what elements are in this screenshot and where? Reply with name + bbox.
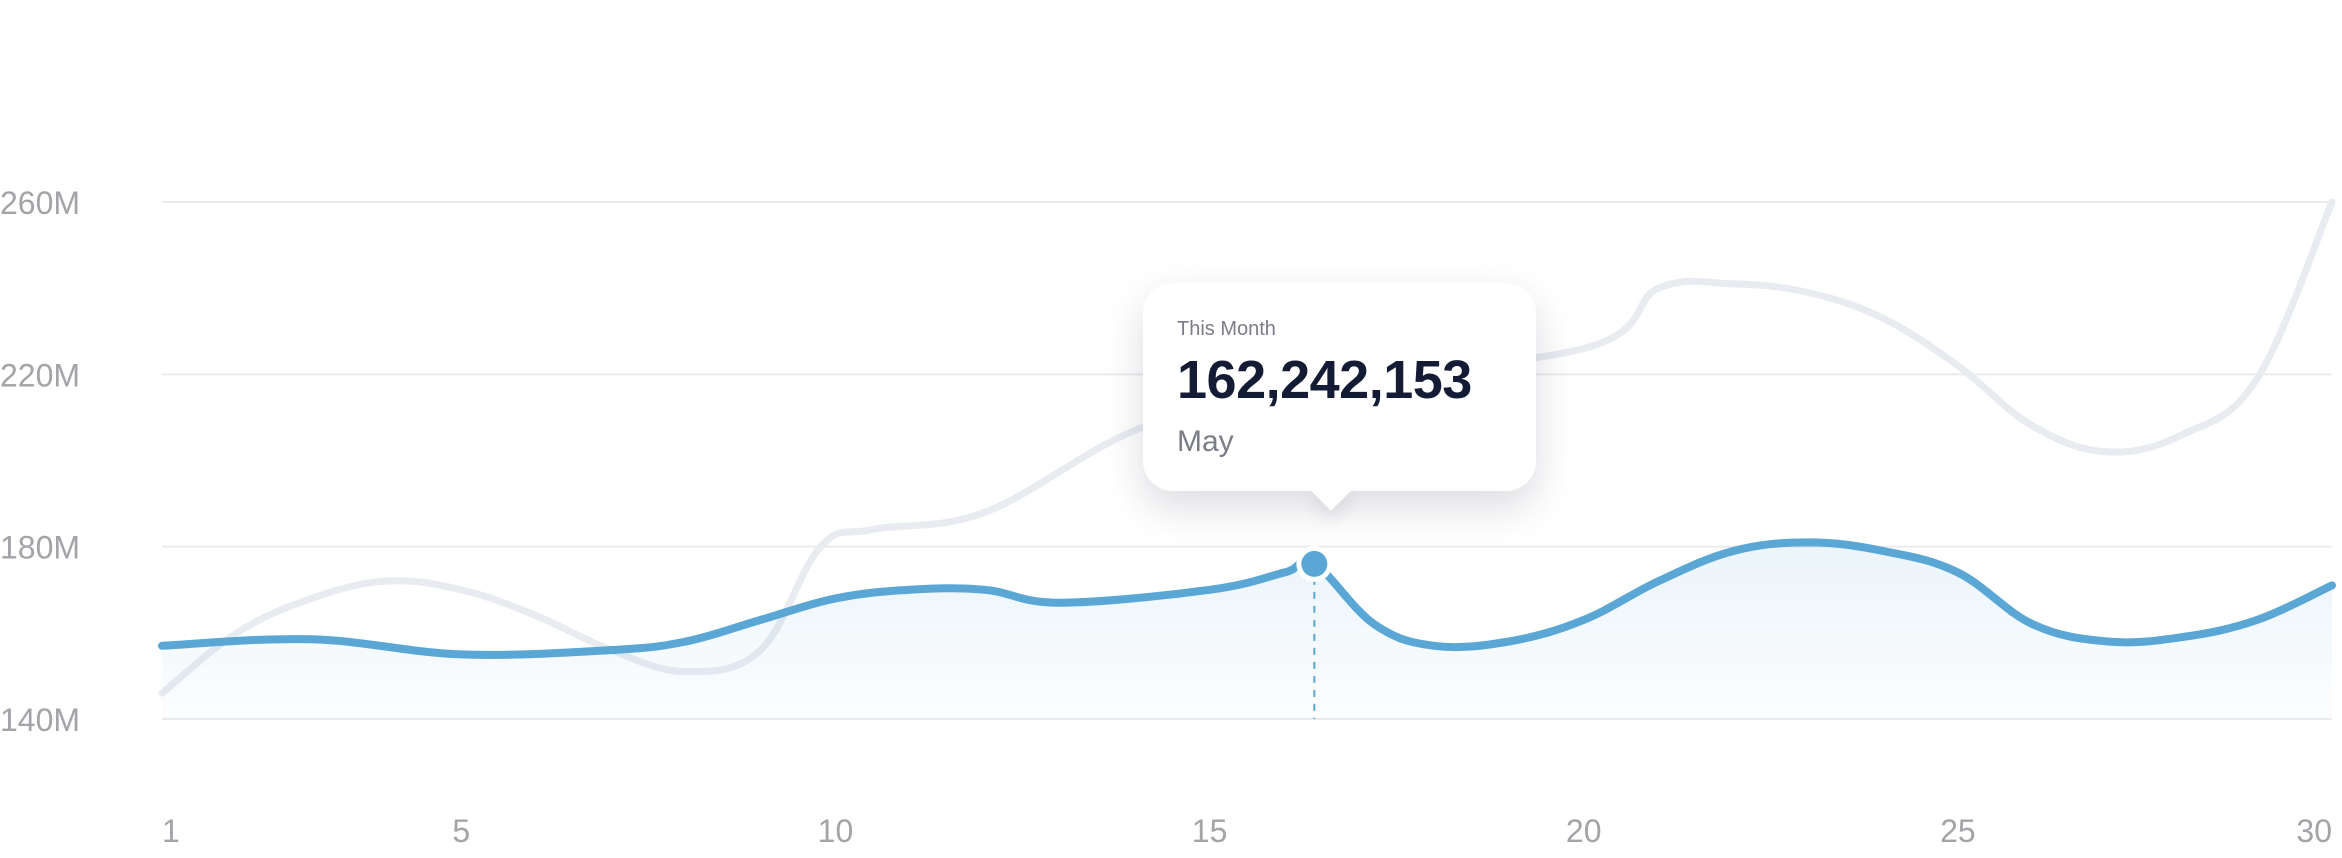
chart-tooltip: This Month 162,242,153 May xyxy=(1143,283,1536,491)
x-tick-label: 1 xyxy=(162,813,180,849)
tooltip-value: 162,242,153 xyxy=(1177,350,1472,410)
x-tick-label: 10 xyxy=(818,813,854,849)
y-tick-label: 140M xyxy=(0,702,80,738)
x-axis: 1 5 10 15 20 25 30 xyxy=(162,813,2332,849)
y-tick-label: 260M xyxy=(0,185,80,221)
highlight-layer xyxy=(1296,545,1333,719)
tooltip-period: May xyxy=(1177,425,1234,458)
y-axis: 140M 180M 220M 260M xyxy=(0,185,80,738)
x-tick-label: 30 xyxy=(2296,813,2332,849)
y-tick-label: 180M xyxy=(0,530,80,566)
series-area-primary xyxy=(162,542,2332,719)
x-tick-label: 5 xyxy=(452,813,470,849)
x-tick-label: 25 xyxy=(1940,813,1976,849)
highlight-point[interactable] xyxy=(1301,550,1328,577)
y-tick-label: 220M xyxy=(0,357,80,393)
x-tick-label: 15 xyxy=(1192,813,1228,849)
x-tick-label: 20 xyxy=(1566,813,1602,849)
tooltip-label: This Month xyxy=(1177,318,1276,340)
series-line-primary xyxy=(158,538,2336,659)
